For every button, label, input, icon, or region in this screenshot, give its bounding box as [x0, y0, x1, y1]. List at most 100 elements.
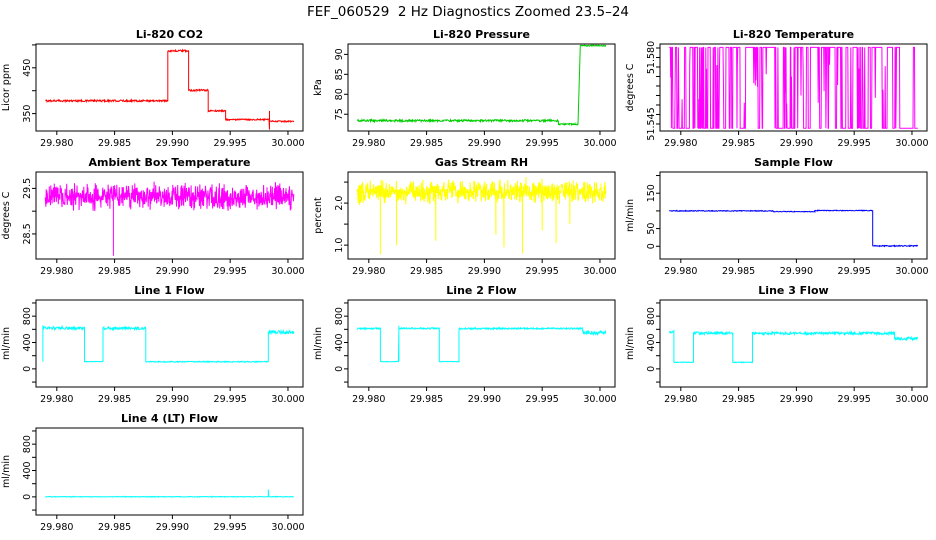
- data-series: [356, 44, 607, 127]
- y-tick-label: 90: [334, 48, 345, 60]
- x-tick-label: 29.985: [98, 394, 131, 405]
- x-tick-label: 29.990: [468, 266, 501, 277]
- x-tick-label: 29.985: [98, 522, 131, 533]
- x-tick-label: 29.980: [352, 266, 385, 277]
- x-tick-label: 30.000: [895, 138, 928, 149]
- subplot-title: Li-820 CO2: [136, 28, 203, 41]
- subplot-canvas: Li-820 Pressure kPa 29.980 29.985 29.990 29.9…: [313, 28, 617, 149]
- subplot-title: Line 2 Flow: [446, 284, 516, 297]
- x-tick-label: 29.980: [40, 522, 73, 533]
- y-axis-label: Licor ppm: [1, 64, 12, 111]
- subplot-line-3-flow: Line 3 Flow ml/min 29.980 29.985 29.990 29.99…: [624, 283, 936, 414]
- y-tick-label: 400: [22, 461, 33, 479]
- subplot-canvas: Line 2 Flow ml/min 29.980 29.985 29.990 29.99…: [313, 284, 617, 405]
- x-tick-label: 29.980: [664, 266, 697, 277]
- y-tick-label: 28.5: [22, 223, 33, 244]
- subplot-canvas: Gas Stream RH percent 29.980 29.985 29.990 29…: [313, 156, 617, 277]
- x-tick-label: 30.000: [583, 266, 616, 277]
- x-tick-label: 29.980: [40, 266, 73, 277]
- y-axis-label: ml/min: [625, 199, 636, 232]
- y-tick-label: 0: [334, 366, 345, 372]
- y-axis-label: percent: [313, 197, 324, 234]
- data-series: [668, 209, 919, 248]
- y-axis-label: ml/min: [1, 455, 12, 488]
- x-tick-label: 29.995: [526, 266, 559, 277]
- data-series: [44, 181, 295, 256]
- y-tick-label: 0: [22, 366, 33, 372]
- y-tick-label: 800: [334, 307, 345, 325]
- y-tick-label: 800: [646, 307, 657, 325]
- x-tick-label: 29.990: [780, 138, 813, 149]
- x-tick-label: 29.985: [410, 266, 443, 277]
- x-tick-label: 29.980: [352, 138, 385, 149]
- x-tick-label: 29.980: [352, 394, 385, 405]
- data-series: [668, 329, 919, 364]
- x-tick-label: 29.995: [214, 266, 247, 277]
- subplot-line-1-flow: Line 1 Flow ml/min 29.980 29.985 29.990 29.99…: [0, 283, 312, 414]
- y-tick-label: 51.545: [646, 107, 657, 140]
- x-tick-label: 29.995: [526, 394, 559, 405]
- y-tick-label: 29.5: [22, 178, 33, 199]
- x-tick-label: 30.000: [271, 138, 304, 149]
- subplot-line-4-lt-flow: Line 4 (LT) Flow ml/min 29.980 29.985 29.990…: [0, 411, 312, 540]
- x-tick-label: 30.000: [895, 394, 928, 405]
- data-series: [669, 46, 918, 129]
- subplot-title: Line 4 (LT) Flow: [121, 412, 218, 425]
- subplot-canvas: Li-820 CO2 Licor ppm 29.980 29.985 29.990 29.…: [1, 28, 305, 149]
- data-series: [45, 48, 295, 130]
- plot-box: [659, 171, 928, 260]
- x-tick-label: 29.995: [214, 138, 247, 149]
- y-axis-label: ml/min: [625, 327, 636, 360]
- x-tick-label: 30.000: [271, 266, 304, 277]
- y-axis-label: degrees C: [1, 191, 12, 239]
- y-tick-label: 75: [334, 108, 345, 120]
- y-tick-label: 50: [646, 223, 657, 235]
- plot-box: [347, 171, 616, 260]
- x-tick-label: 29.990: [156, 266, 189, 277]
- x-tick-label: 29.980: [664, 394, 697, 405]
- subplot-line-2-flow: Line 2 Flow ml/min 29.980 29.985 29.990 29.99…: [312, 283, 624, 414]
- x-tick-label: 29.995: [214, 522, 247, 533]
- y-tick-label: 0: [22, 494, 33, 500]
- subplot-title: Line 3 Flow: [758, 284, 828, 297]
- x-tick-label: 30.000: [271, 394, 304, 405]
- subplot-canvas: Line 1 Flow ml/min 29.980 29.985 29.990 29.99…: [1, 284, 305, 405]
- x-tick-label: 29.990: [156, 138, 189, 149]
- x-tick-label: 29.995: [214, 394, 247, 405]
- y-tick-label: 400: [334, 333, 345, 351]
- subplot-canvas: Ambient Box Temperature degrees C 29.980 29…: [1, 156, 305, 277]
- subplot-li-820-temperature: Li-820 Temperature degrees C 29.980 29.985 2…: [624, 27, 936, 158]
- x-tick-label: 29.990: [780, 394, 813, 405]
- subplot-canvas: Line 4 (LT) Flow ml/min 29.980 29.985 29.990…: [1, 412, 305, 533]
- y-tick-label: 80: [334, 88, 345, 100]
- subplot-canvas: Line 3 Flow ml/min 29.980 29.985 29.990 29.99…: [625, 284, 929, 405]
- x-tick-label: 29.985: [98, 266, 131, 277]
- y-tick-label: 51.580: [646, 41, 657, 74]
- data-series: [356, 176, 607, 255]
- plot-box: [659, 299, 928, 388]
- y-tick-label: 800: [22, 307, 33, 325]
- x-tick-label: 29.980: [40, 394, 73, 405]
- x-tick-label: 29.995: [838, 138, 871, 149]
- plot-box: [347, 43, 616, 132]
- plot-box: [35, 43, 304, 132]
- subplot-canvas: Li-820 Temperature degrees C 29.980 29.985 2…: [625, 28, 929, 149]
- subplot-canvas: Sample Flow ml/min 29.980 29.985 29.990 29.99…: [625, 156, 929, 277]
- y-tick-label: 1.0: [334, 238, 345, 253]
- x-tick-label: 29.985: [98, 138, 131, 149]
- figure-title: FEF_060529 2 Hz Diagnostics Zoomed 23.5–…: [306, 4, 630, 20]
- subplot-title: Li-820 Temperature: [733, 28, 854, 41]
- x-tick-label: 29.990: [468, 138, 501, 149]
- plot-box: [35, 171, 304, 260]
- plot-box: [35, 427, 304, 516]
- subplot-title: Gas Stream RH: [435, 156, 528, 169]
- x-tick-label: 30.000: [895, 266, 928, 277]
- y-tick-label: 400: [22, 333, 33, 351]
- x-tick-label: 30.000: [583, 138, 616, 149]
- y-tick-label: 0: [646, 243, 657, 249]
- x-tick-label: 29.995: [526, 138, 559, 149]
- x-tick-label: 29.985: [722, 138, 755, 149]
- x-tick-label: 29.990: [780, 266, 813, 277]
- x-tick-label: 29.985: [722, 266, 755, 277]
- subplot-title: Sample Flow: [754, 156, 833, 169]
